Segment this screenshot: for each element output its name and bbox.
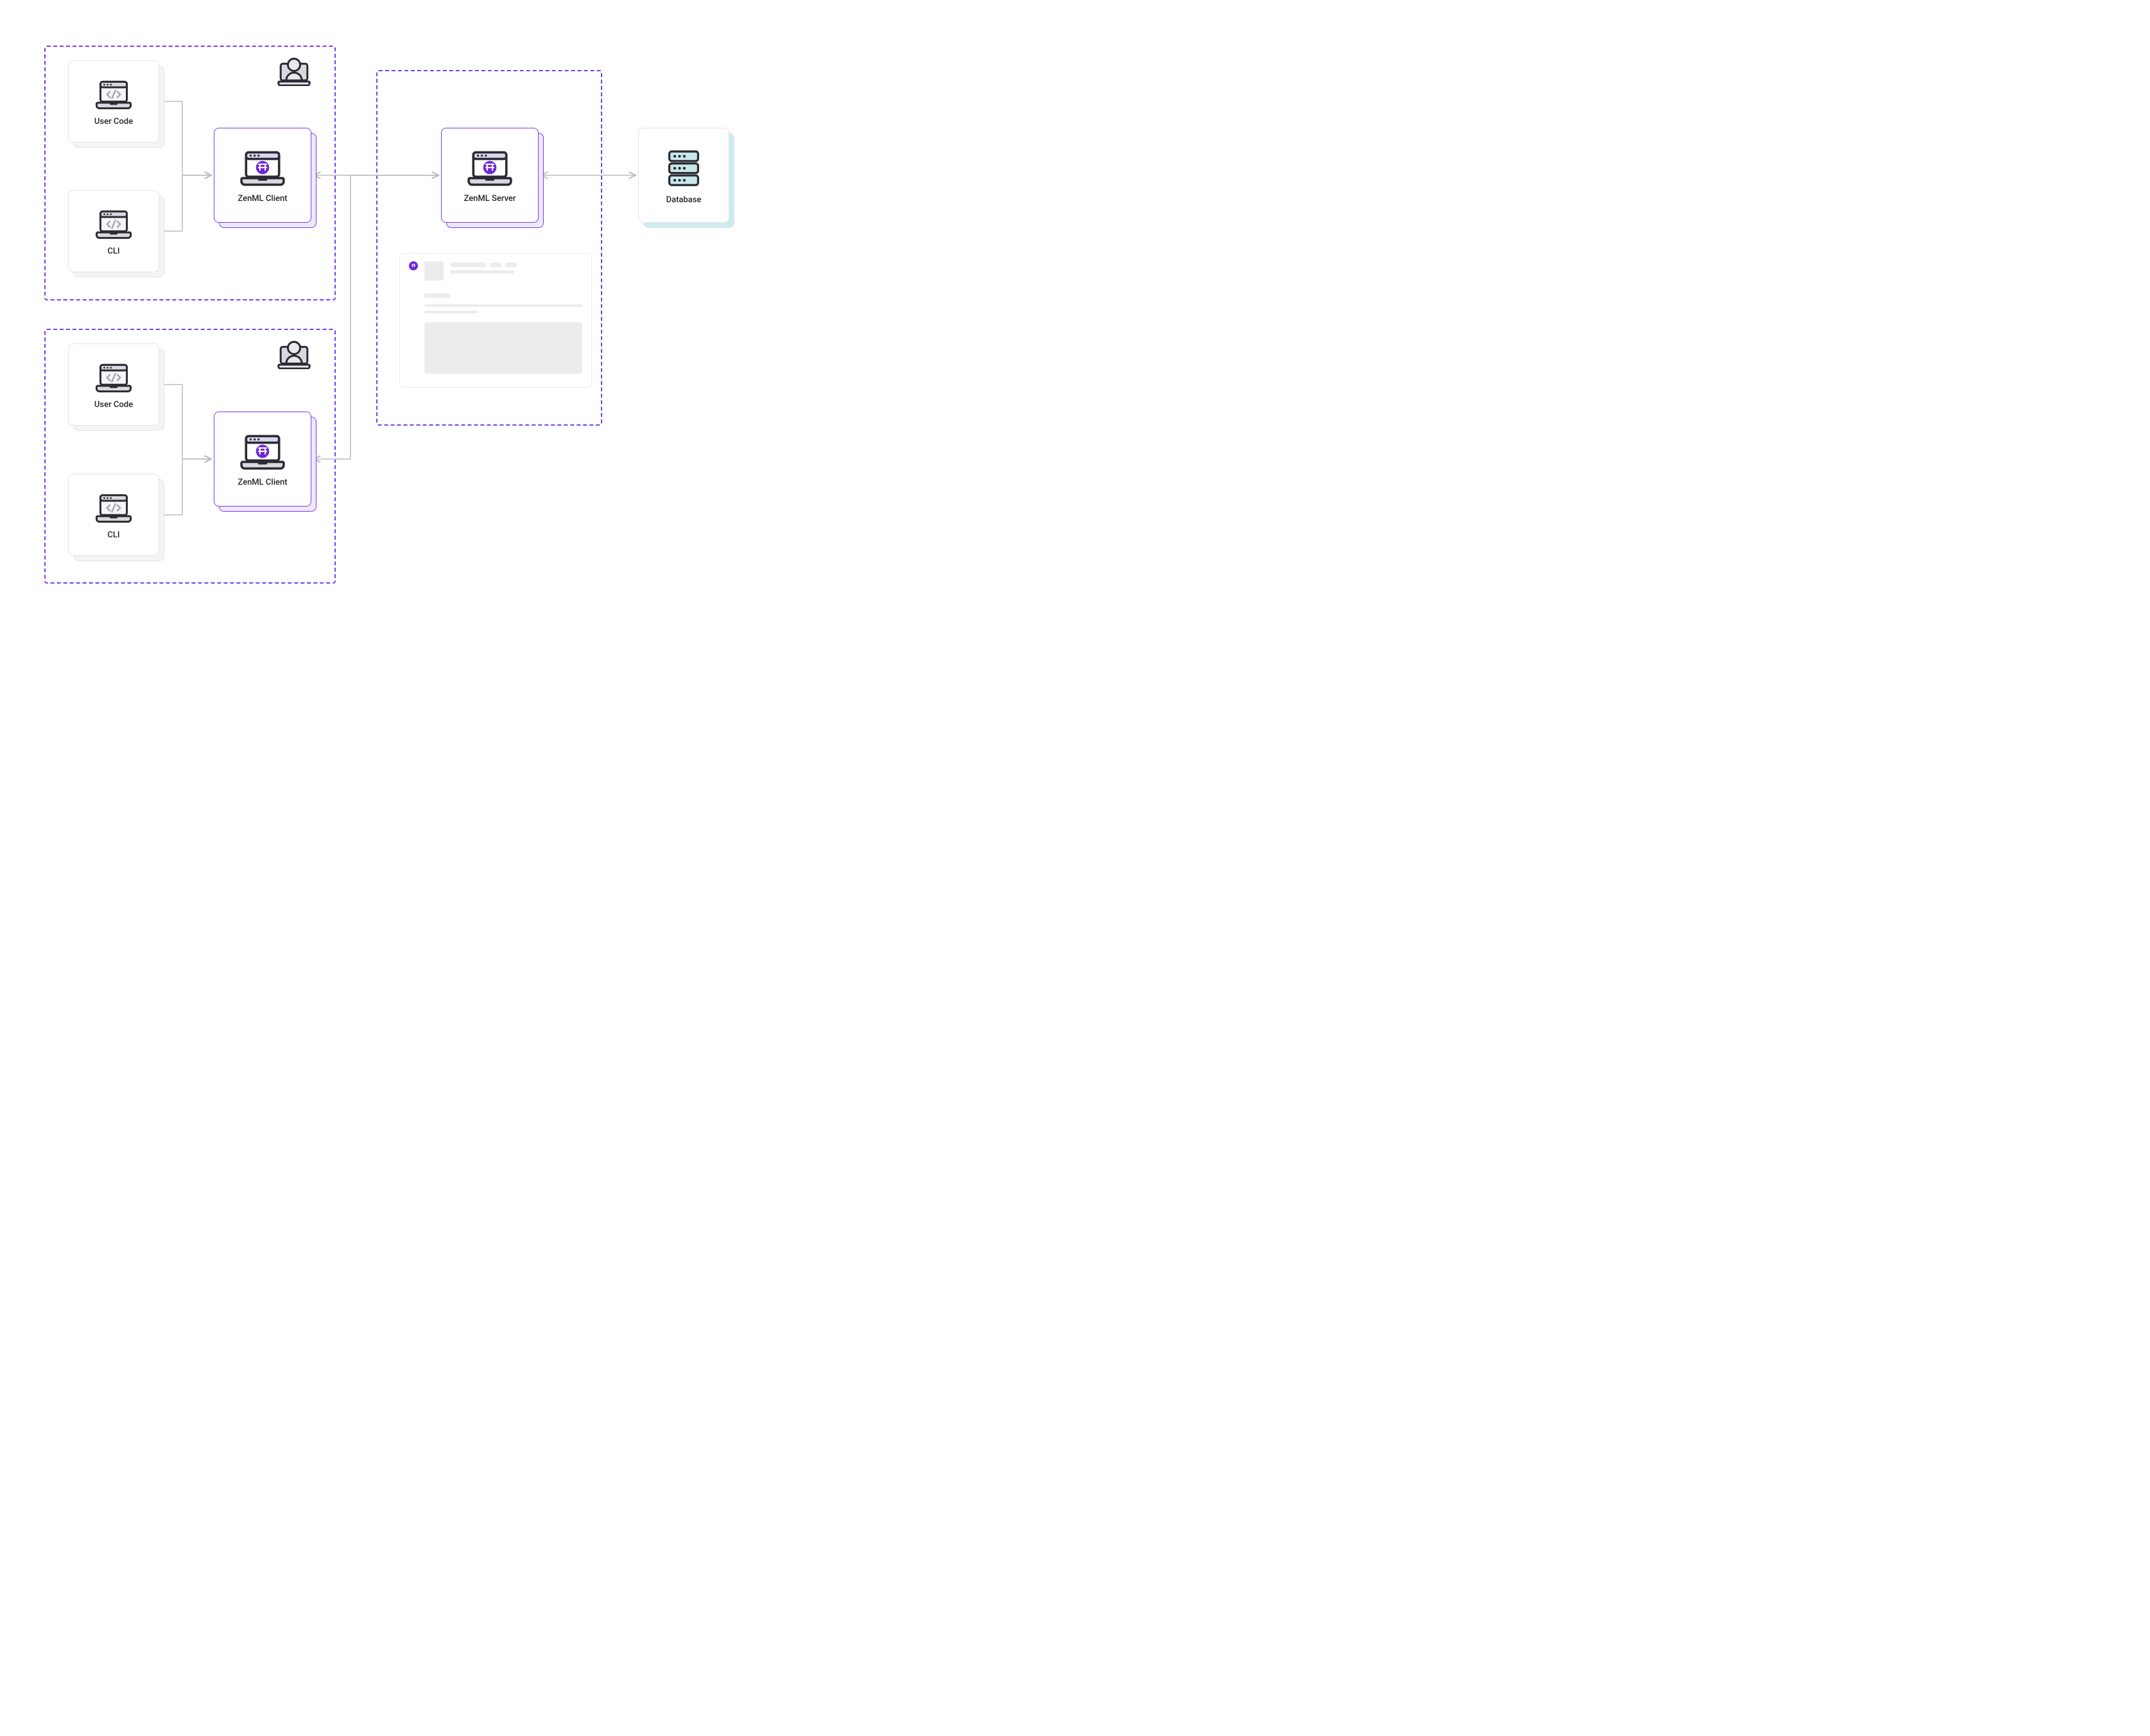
dashboard-mockup [399,253,592,388]
zenml-laptop-icon [467,150,513,190]
code-laptop-icon [94,209,133,243]
zenml-laptop-icon [239,434,286,474]
node-label: User Code [94,117,133,126]
user-code-node: User Code [68,343,164,431]
code-laptop-icon [94,493,133,526]
user-code-node: User Code [68,60,164,148]
node-label: ZenML Server [464,194,516,204]
zenml-server-node: ZenML Server [441,128,544,228]
node-label: ZenML Client [238,194,287,204]
zenml-client-node: ZenML Client [214,412,316,512]
code-laptop-icon [94,80,133,113]
user-avatar-icon [277,339,311,372]
node-label: Database [666,195,702,205]
database-icon [666,149,702,191]
cli-node: CLI [68,190,164,277]
code-laptop-icon [94,363,133,396]
zenml-laptop-icon [239,150,286,190]
node-label: CLI [107,530,119,540]
user-avatar-icon [277,56,311,89]
database-node: Database [638,128,734,228]
node-label: ZenML Client [238,478,287,487]
cli-node: CLI [68,474,164,561]
node-label: User Code [94,400,133,410]
node-label: CLI [107,247,119,256]
zenml-client-node: ZenML Client [214,128,316,228]
zenml-logo-icon [409,261,418,270]
